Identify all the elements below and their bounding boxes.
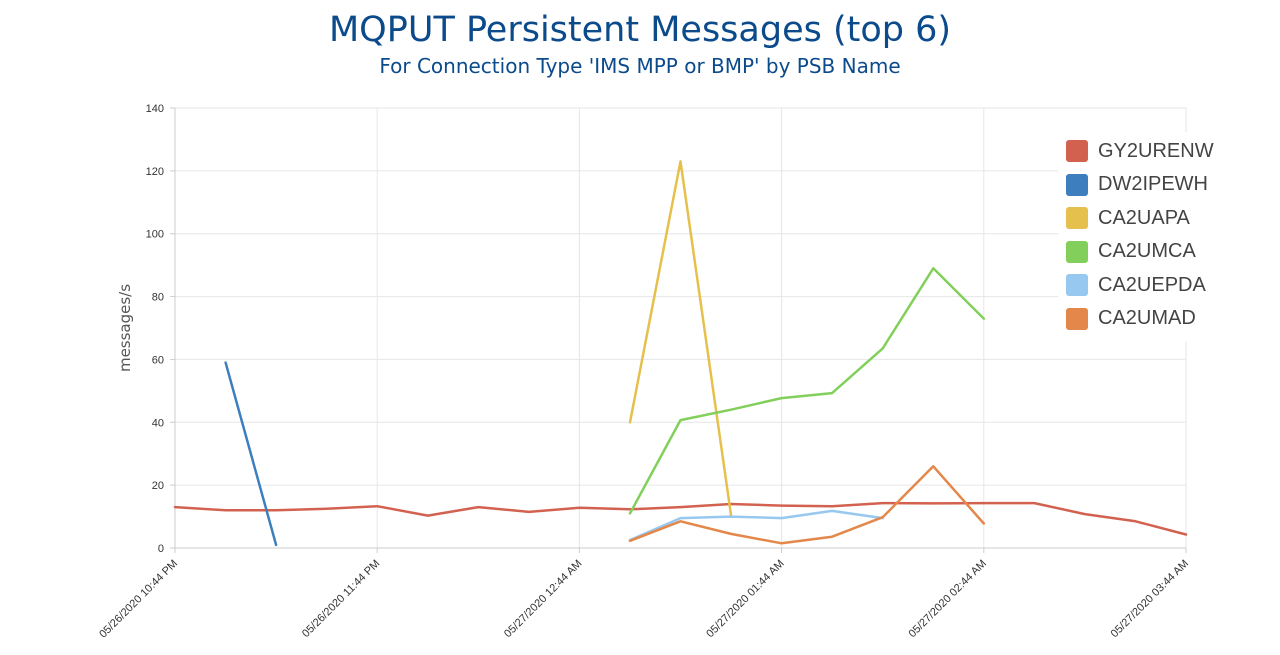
legend-item-gy2urenw[interactable]: GY2URENW: [1066, 138, 1214, 164]
legend-label: CA2UEPDA: [1098, 273, 1206, 296]
chart-subtitle: For Connection Type 'IMS MPP or BMP' by …: [379, 54, 901, 78]
legend-swatch: [1066, 307, 1088, 330]
grid: [174, 107, 1187, 549]
y-tick-labels: 0 20 40 60 80 100 120 140: [146, 103, 164, 555]
legend: GY2URENW DW2IPEWH CA2UAPA CA2UMCA CA2UEPDA CA…: [1058, 132, 1248, 342]
legend-swatch: [1066, 207, 1088, 229]
y-tick-label: 140: [146, 103, 164, 115]
x-tick-label: 05/27/2020 01:44 AM: [704, 558, 786, 640]
legend-label: CA2UAPA: [1098, 206, 1190, 229]
legend-label: CA2UMAD: [1098, 307, 1196, 329]
x-tick-label: 05/27/2020 12:44 AM: [502, 558, 584, 640]
x-tick-label: 05/26/2020 10:44 PM: [97, 558, 180, 641]
series-line-ca2uapa: [628, 160, 733, 517]
series-line-ca2umad: [628, 465, 986, 545]
series-line-ca2uepda: [628, 509, 884, 542]
legend-label: GY2URENW: [1098, 139, 1214, 162]
series-line-gy2urenw: [173, 501, 1188, 536]
series-line-dw2ipewh: [224, 361, 278, 547]
legend-swatch: [1066, 274, 1088, 296]
legend-item-ca2uapa[interactable]: CA2UAPA: [1066, 205, 1190, 231]
chart-title: MQPUT Persistent Messages (top 6): [328, 10, 952, 50]
x-tick-label: 05/27/2020 02:44 AM: [906, 558, 988, 640]
legend-swatch: [1066, 173, 1088, 196]
legend-item-ca2umad[interactable]: CA2UMAD: [1066, 306, 1196, 332]
x-tick-label: 05/26/2020 11:44 PM: [300, 558, 382, 640]
series-line-ca2umca: [628, 267, 986, 515]
y-tick-label: 100: [146, 229, 164, 241]
y-tick-label: 0: [158, 543, 164, 555]
legend-item-dw2ipewh[interactable]: DW2IPEWH: [1066, 172, 1208, 198]
legend-item-ca2uepda[interactable]: CA2UEPDA: [1066, 272, 1206, 298]
y-axis-label: messages/s: [116, 284, 134, 372]
legend-label: DW2IPEWH: [1098, 173, 1208, 195]
y-tick-label: 20: [152, 480, 164, 492]
y-tick-label: 40: [152, 417, 164, 429]
y-tick-label: 80: [152, 292, 164, 304]
series-lines: [173, 160, 1188, 547]
legend-item-ca2umca[interactable]: CA2UMCA: [1066, 239, 1196, 265]
axes: [170, 107, 1187, 553]
y-tick-label: 120: [146, 166, 164, 178]
legend-swatch: [1066, 240, 1088, 263]
legend-swatch: [1066, 140, 1088, 162]
x-tick-label: 05/27/2020 03:44 AM: [1109, 558, 1191, 640]
x-tick-labels: 05/26/2020 10:44 PM 05/26/2020 11:44 PM 05…: [97, 558, 1191, 641]
legend-label: CA2UMCA: [1098, 240, 1196, 262]
y-tick-label: 60: [152, 354, 164, 366]
